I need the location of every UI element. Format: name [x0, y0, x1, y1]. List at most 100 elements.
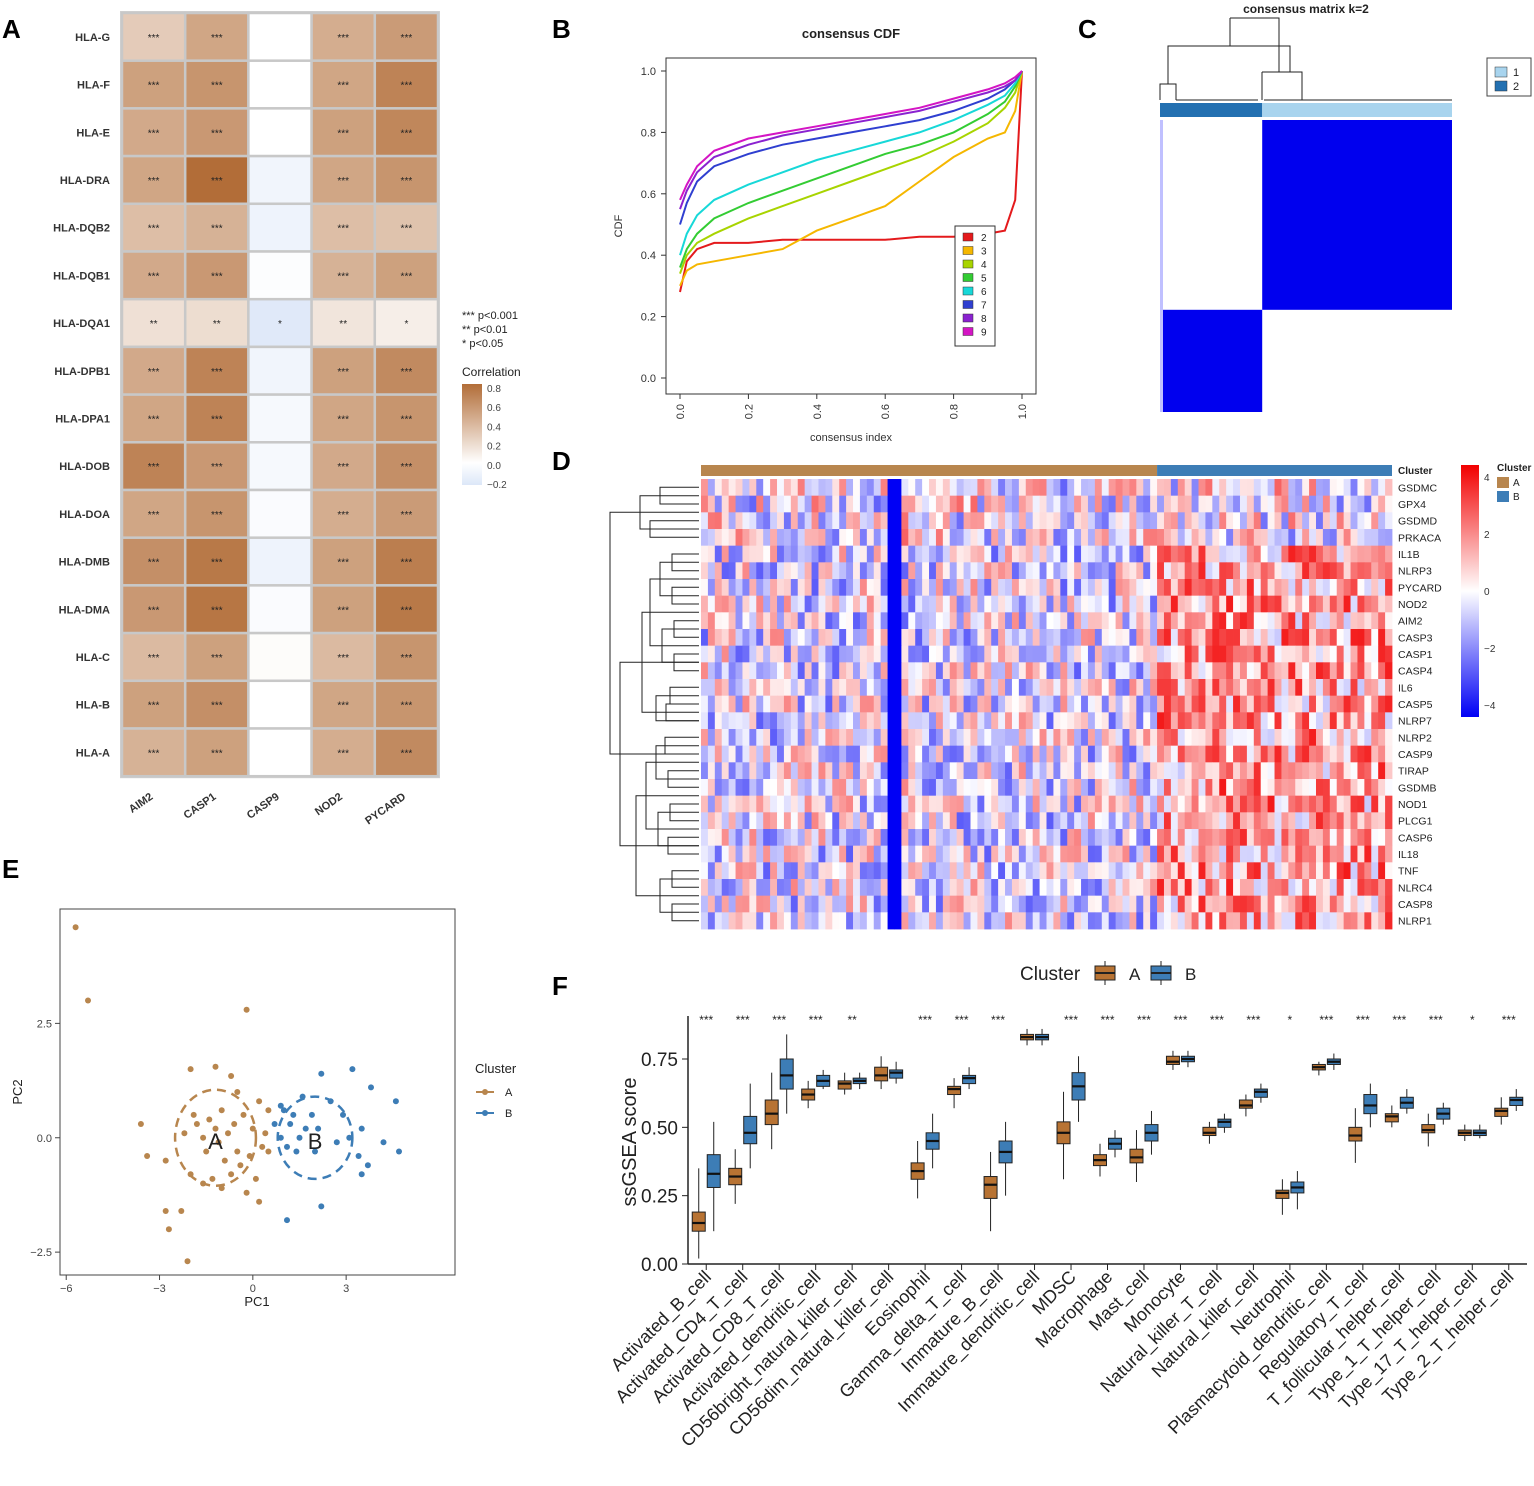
- heatmap-cell: [818, 679, 826, 697]
- point-cluster-A: [243, 1189, 250, 1196]
- heatmap-cell: [728, 829, 736, 847]
- heatmap-cell: [908, 879, 916, 897]
- heatmap-cell: [1074, 762, 1082, 780]
- heatmap-cell: [1350, 795, 1358, 813]
- heatmap-cell: [1143, 695, 1151, 713]
- heatmap-cell: [1122, 679, 1130, 697]
- heatmap-cell: [1212, 545, 1220, 563]
- heatmap-cell: [1005, 695, 1013, 713]
- heatmap-cell: [790, 712, 799, 730]
- heatmap-cell: [1322, 579, 1331, 597]
- heatmap-cell: [839, 612, 847, 630]
- heatmap-cell: [763, 845, 771, 863]
- significance-mark: **: [213, 319, 221, 330]
- heatmap-cell: [1087, 545, 1096, 563]
- significance-mark: ***: [337, 653, 349, 664]
- heatmap-cell: [915, 795, 923, 813]
- gene-label: GSDMD: [1398, 516, 1438, 528]
- heatmap-cell: [1226, 579, 1234, 597]
- heatmap-cell: [714, 529, 723, 547]
- heatmap-cell: [991, 762, 999, 780]
- heatmap-cell: [1191, 512, 1199, 530]
- heatmap-cell: [949, 812, 958, 830]
- heatmap-cell: [1157, 879, 1165, 897]
- chart-title: consensus CDF: [802, 26, 900, 41]
- heatmap-cell: [247, 584, 313, 635]
- colorbar-tick: 2: [1484, 530, 1490, 541]
- heatmap-cell: [728, 795, 736, 813]
- heatmap-cell: [770, 912, 778, 930]
- heatmap-cell: [1357, 812, 1365, 830]
- heatmap-cell: [894, 512, 902, 530]
- heatmap-cell: [1032, 679, 1040, 697]
- heatmap-cell: [832, 695, 840, 713]
- heatmap-cell: [956, 579, 964, 597]
- significance-mark: ***: [699, 1013, 713, 1027]
- heatmap-cell: [770, 812, 778, 830]
- heatmap-cell: [1129, 879, 1137, 897]
- heatmap-cell: [1018, 745, 1027, 763]
- heatmap-cell: [1184, 479, 1193, 497]
- heatmap-cell: [1205, 779, 1213, 797]
- heatmap-cell: [183, 727, 250, 778]
- heatmap-cell: [1191, 562, 1199, 580]
- heatmap-cell: [1385, 579, 1393, 597]
- heatmap-cell: [1371, 829, 1379, 847]
- heatmap-cell: [1074, 595, 1082, 613]
- heatmap-cell: [1239, 712, 1248, 730]
- heatmap-cell: [818, 895, 826, 913]
- heatmap-cell: [749, 829, 757, 847]
- heatmap-cell: [811, 762, 819, 780]
- point-cluster-A: [237, 1162, 244, 1169]
- heatmap-cell: [894, 729, 902, 747]
- heatmap-cell: [1302, 512, 1310, 530]
- heatmap-cell: [797, 712, 806, 730]
- heatmap-cell: [1101, 729, 1110, 747]
- heatmap-cell: [1274, 629, 1282, 647]
- heatmap-cell: [728, 812, 736, 830]
- heatmap-cell: [1226, 729, 1234, 747]
- heatmap-cell: [1094, 612, 1103, 630]
- heatmap-cell: [853, 695, 861, 713]
- heatmap-cell: [839, 679, 847, 697]
- heatmap-cell: [1046, 479, 1054, 497]
- heatmap-cell: [818, 729, 826, 747]
- heatmap-cell: [894, 795, 902, 813]
- heatmap-cell: [922, 629, 930, 647]
- heatmap-cell: [763, 595, 771, 613]
- heatmap-cell: [922, 512, 930, 530]
- heatmap-cell: [1191, 595, 1199, 613]
- heatmap-cell: [880, 479, 888, 497]
- heatmap-cell: [1350, 495, 1358, 513]
- heatmap-cell: [1184, 629, 1193, 647]
- heatmap-cell: [866, 812, 875, 830]
- heatmap-cell: [1246, 895, 1255, 913]
- heatmap-cell: [1212, 812, 1220, 830]
- significance-mark: ***: [148, 224, 160, 235]
- heatmap-cell: [942, 795, 951, 813]
- heatmap-cell: [728, 579, 736, 597]
- heatmap-cell: [1067, 479, 1075, 497]
- heatmap-cell: [1246, 845, 1255, 863]
- heatmap-cell: [922, 895, 930, 913]
- gene-label: NOD2: [1398, 599, 1427, 611]
- heatmap-cell: [1184, 562, 1193, 580]
- heatmap-cell: [707, 829, 716, 847]
- heatmap-cell: [756, 529, 764, 547]
- heatmap-cell: [1281, 562, 1289, 580]
- heatmap-cell: [963, 545, 971, 563]
- heatmap-cell: [1343, 595, 1351, 613]
- heatmap-cell: [1094, 845, 1103, 863]
- heatmap-cell: [749, 512, 757, 530]
- heatmap-cell: [1226, 695, 1234, 713]
- heatmap-cell: [1053, 662, 1061, 680]
- heatmap-cell: [1239, 829, 1248, 847]
- heatmap-cell: [1108, 579, 1116, 597]
- heatmap-cell: [1357, 495, 1365, 513]
- heatmap-cell: [1336, 645, 1345, 663]
- heatmap-cell: [901, 829, 909, 847]
- heatmap-cell: [1018, 812, 1027, 830]
- heatmap-cell: [887, 862, 895, 880]
- heatmap-cell: [859, 829, 868, 847]
- heatmap-cell: [756, 545, 764, 563]
